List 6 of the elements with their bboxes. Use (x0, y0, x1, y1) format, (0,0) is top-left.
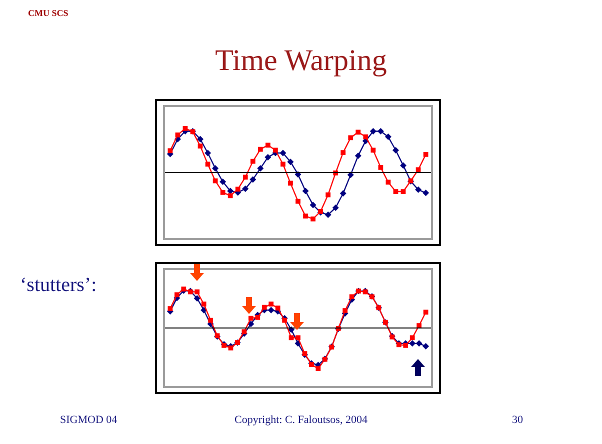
text: 30 (512, 414, 523, 426)
chart-title: Time Warping (214, 44, 388, 78)
text: SIGMOD 04 (60, 414, 118, 426)
text: Copyright: C. Faloutsos, 2004 (234, 414, 368, 426)
text: CMU SCS (28, 8, 68, 18)
chart-title: ‘stutters’: (20, 274, 97, 297)
